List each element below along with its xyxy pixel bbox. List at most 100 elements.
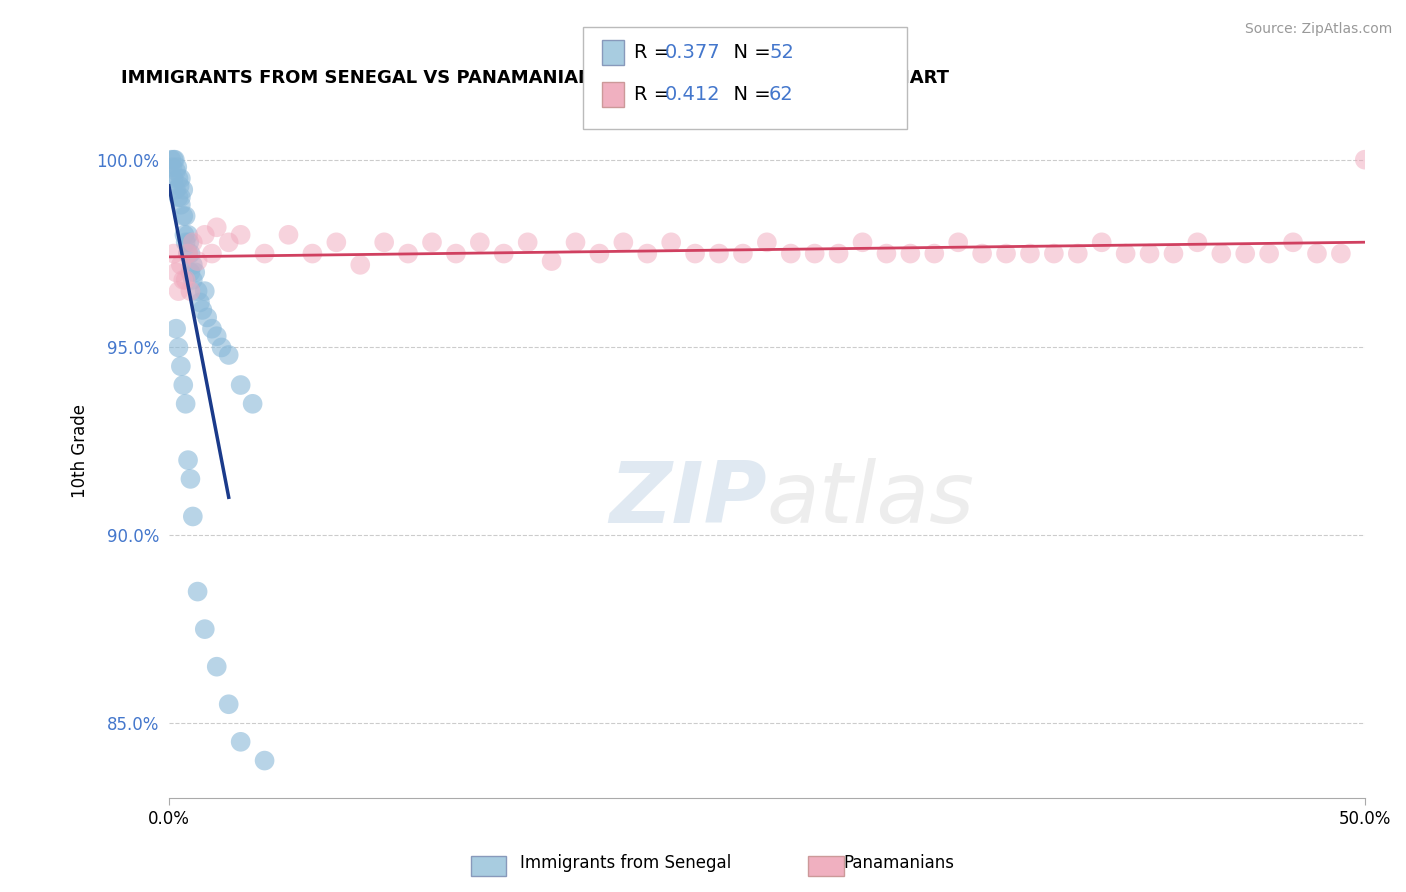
Point	[181, 273, 204, 287]
Text: ZIP: ZIP	[609, 458, 766, 541]
Point	[755, 235, 778, 250]
Point	[179, 246, 201, 260]
Point	[162, 160, 184, 174]
Point	[1187, 235, 1209, 250]
Point	[420, 235, 443, 250]
Point	[177, 246, 200, 260]
Point	[167, 341, 190, 355]
Point	[163, 246, 186, 260]
Point	[172, 183, 194, 197]
Point	[170, 359, 193, 374]
Point	[898, 246, 921, 260]
Text: Immigrants from Senegal: Immigrants from Senegal	[520, 855, 731, 872]
Point	[253, 246, 276, 260]
Point	[253, 754, 276, 768]
Point	[588, 246, 610, 260]
Point	[229, 227, 252, 242]
Point	[163, 153, 186, 167]
Point	[172, 378, 194, 392]
Point	[612, 235, 634, 250]
Point	[492, 246, 515, 260]
Point	[160, 153, 183, 167]
Text: atlas: atlas	[766, 458, 974, 541]
Point	[167, 171, 190, 186]
Point	[1139, 246, 1161, 260]
Point	[922, 246, 945, 260]
Point	[177, 453, 200, 467]
Point	[165, 164, 187, 178]
Point	[165, 321, 187, 335]
Point	[205, 220, 228, 235]
Point	[396, 246, 419, 260]
Point	[163, 171, 186, 186]
Point	[229, 378, 252, 392]
Point	[179, 472, 201, 486]
Text: Panamanians: Panamanians	[844, 855, 955, 872]
Text: 0.377: 0.377	[665, 43, 721, 62]
Point	[187, 584, 209, 599]
Point	[167, 190, 190, 204]
Point	[187, 284, 209, 298]
Point	[188, 295, 211, 310]
Point	[177, 246, 200, 260]
Text: 62: 62	[769, 85, 794, 104]
Point	[349, 258, 371, 272]
Point	[277, 227, 299, 242]
Point	[201, 321, 224, 335]
Point	[1258, 246, 1281, 260]
Point	[179, 265, 201, 279]
Point	[516, 235, 538, 250]
Point	[187, 254, 209, 268]
Point	[1354, 153, 1376, 167]
Point	[195, 310, 218, 325]
Point	[444, 246, 467, 260]
Point	[163, 153, 186, 167]
Point	[636, 246, 658, 260]
Point	[170, 198, 193, 212]
Point	[827, 246, 849, 260]
Point	[1234, 246, 1257, 260]
Point	[218, 235, 240, 250]
Point	[325, 235, 347, 250]
Point	[707, 246, 730, 260]
Point	[172, 273, 194, 287]
Point	[659, 235, 682, 250]
Point	[995, 246, 1018, 260]
Text: 0.412: 0.412	[665, 85, 721, 104]
Point	[851, 235, 873, 250]
Text: Source: ZipAtlas.com: Source: ZipAtlas.com	[1244, 22, 1392, 37]
Point	[170, 190, 193, 204]
Point	[181, 258, 204, 272]
Point	[181, 235, 204, 250]
Point	[803, 246, 825, 260]
Point	[468, 235, 491, 250]
Point	[174, 273, 197, 287]
Point	[1306, 246, 1329, 260]
Point	[170, 171, 193, 186]
Point	[731, 246, 754, 260]
Point	[194, 227, 217, 242]
Point	[169, 178, 191, 193]
Point	[184, 265, 207, 279]
Text: IMMIGRANTS FROM SENEGAL VS PANAMANIAN 10TH GRADE CORRELATION CHART: IMMIGRANTS FROM SENEGAL VS PANAMANIAN 10…	[121, 69, 949, 87]
Point	[205, 329, 228, 343]
Text: N =: N =	[721, 85, 778, 104]
Point	[165, 265, 187, 279]
Point	[165, 183, 187, 197]
Point	[211, 341, 233, 355]
Point	[218, 348, 240, 362]
Point	[167, 284, 190, 298]
Point	[373, 235, 395, 250]
Text: R =: R =	[634, 43, 676, 62]
Point	[172, 209, 194, 223]
Y-axis label: 10th Grade: 10th Grade	[72, 404, 89, 498]
Point	[875, 246, 897, 260]
Point	[683, 246, 706, 260]
Point	[174, 235, 197, 250]
Point	[1115, 246, 1137, 260]
Point	[1019, 246, 1042, 260]
Point	[174, 397, 197, 411]
Point	[229, 735, 252, 749]
Text: R =: R =	[634, 85, 676, 104]
Point	[301, 246, 323, 260]
